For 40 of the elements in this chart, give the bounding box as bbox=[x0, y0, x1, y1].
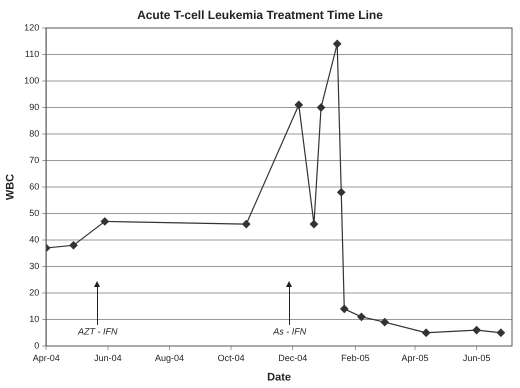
point bbox=[316, 103, 326, 112]
point bbox=[337, 188, 346, 196]
ref-line-label: AZT - IFN bbox=[76, 326, 118, 336]
point bbox=[242, 220, 250, 228]
y-tick-label: 20 bbox=[29, 287, 40, 298]
y-tick-label: 0 bbox=[34, 340, 40, 350]
y-tick-label: 30 bbox=[29, 260, 40, 271]
y-tick-label: 10 bbox=[29, 314, 40, 324]
y-tick-label: 120 bbox=[24, 22, 40, 32]
x-axis-title: Date bbox=[267, 371, 292, 384]
point bbox=[100, 217, 109, 226]
x-tick-label: Jun-05 bbox=[462, 352, 490, 363]
y-tick-label: 70 bbox=[29, 154, 40, 165]
y-tick-label: 110 bbox=[24, 48, 40, 59]
ref-line-label: As - IFN bbox=[272, 326, 307, 336]
x-tick-label: Apr-04 bbox=[32, 352, 60, 363]
point bbox=[472, 326, 481, 334]
y-tick-label: 40 bbox=[29, 234, 40, 244]
point bbox=[380, 318, 389, 326]
y-tick-label: 50 bbox=[29, 208, 40, 218]
point bbox=[333, 40, 342, 48]
y-tick-label: 100 bbox=[24, 75, 40, 86]
point bbox=[340, 304, 348, 313]
point bbox=[422, 328, 430, 337]
x-tick-label: Dec-04 bbox=[278, 352, 308, 363]
y-tick-label: 80 bbox=[29, 128, 40, 138]
point bbox=[496, 328, 505, 337]
x-tick-label: Apr-05 bbox=[401, 352, 429, 363]
point bbox=[357, 312, 366, 321]
point bbox=[69, 241, 78, 250]
x-tick-label: Aug-04 bbox=[154, 352, 184, 363]
x-tick-label: Feb-05 bbox=[341, 352, 370, 363]
point bbox=[294, 100, 303, 109]
y-tick-label: 90 bbox=[29, 102, 40, 112]
x-tick-label: Jun-04 bbox=[94, 352, 122, 363]
y-axis-title: WBC bbox=[4, 174, 17, 200]
x-tick-label: Oct-04 bbox=[218, 352, 245, 363]
chart-title: Acute T-cell Leukemia Treatment Time Line bbox=[136, 8, 384, 22]
point bbox=[310, 220, 318, 228]
y-tick-label: 60 bbox=[29, 181, 40, 192]
